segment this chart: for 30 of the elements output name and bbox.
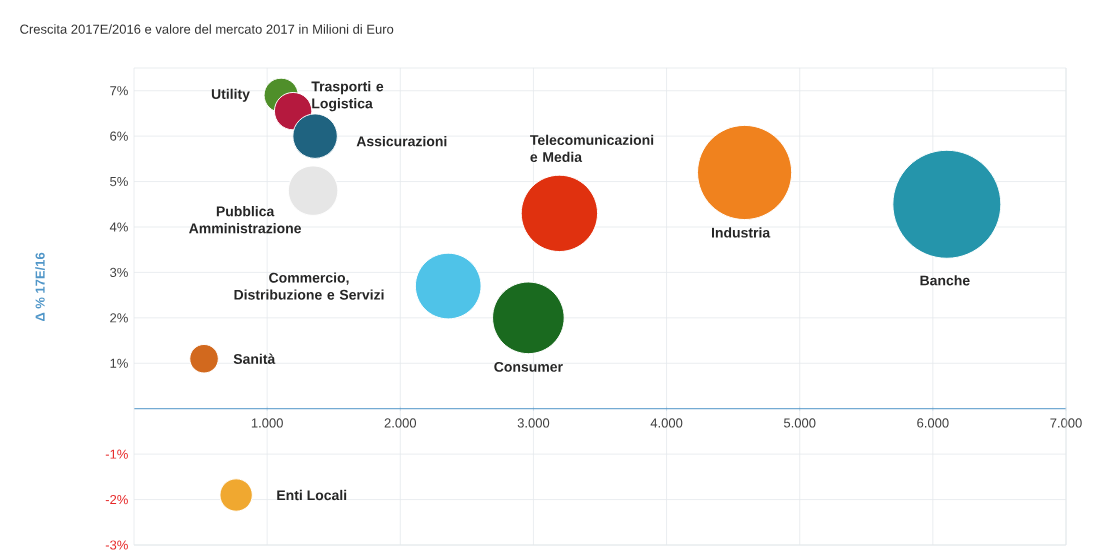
y-tick-label: 6% — [110, 131, 128, 141]
series-label: Banche — [920, 275, 970, 286]
series-label: Enti Locali — [277, 489, 347, 501]
series-label: Assicurazioni — [356, 136, 447, 147]
series-label: Sanità — [233, 353, 276, 364]
text: Telecomunicazioni e Media — [530, 134, 654, 163]
y-tick-label: -2% — [105, 495, 128, 505]
y-tick-label: 5% — [110, 177, 128, 187]
x-tick-label: 6.000 — [917, 418, 949, 428]
y-tick-label: 4% — [109, 222, 128, 232]
x-tick-label: 4.000 — [650, 418, 683, 428]
x-tick-label: 1.000 — [251, 418, 283, 428]
series-label: Trasporti e Logistica — [311, 81, 384, 112]
series-label: Consumer — [494, 361, 563, 372]
series-label: Utility — [211, 88, 250, 102]
y-tick-label: 2% — [110, 313, 128, 323]
x-tick-label: 5.000 — [783, 418, 816, 428]
x-tick-label: 7.000 — [1050, 418, 1082, 428]
y-tick-label: 7% — [110, 86, 128, 96]
chart-title: Crescita 2017E/2016 e valore del mercato 2017 in Milioni di Euro — [20, 24, 394, 34]
x-tick-label: 2.000 — [384, 418, 417, 428]
series-label: Pubblica Amministrazione — [189, 206, 302, 234]
series-label: Industria — [711, 227, 771, 238]
y-tick-label: -1% — [105, 449, 128, 459]
y-tick-label: 1% — [110, 358, 128, 368]
y-tick-label: -3% — [105, 540, 128, 550]
text: Commercio, Distribuzione e Servizi — [234, 272, 384, 300]
y-tick-label: 3% — [110, 267, 128, 278]
y-axis-title: Δ % 17E/16 — [35, 252, 45, 322]
x-tick-label: 3.000 — [517, 418, 550, 428]
